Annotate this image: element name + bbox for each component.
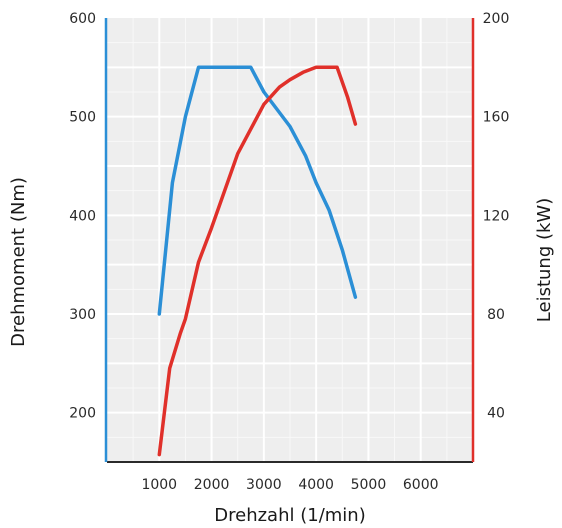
left-y-tick-label: 500 — [69, 110, 96, 126]
right-y-tick-label: 160 — [483, 110, 510, 126]
series-layer — [157, 65, 358, 457]
left-y-tick-label: 400 — [69, 208, 96, 224]
left-y-tick-label: 600 — [69, 11, 96, 27]
right-y-tick-label: 40 — [487, 406, 505, 422]
x-tick-label: 3000 — [246, 477, 282, 493]
x-tick-label: 5000 — [351, 477, 387, 493]
right-y-tick-label: 80 — [487, 307, 505, 323]
x-tick-label: 4000 — [298, 477, 334, 493]
x-tick-label: 6000 — [403, 477, 439, 493]
x-tick-label: 2000 — [194, 477, 230, 493]
torque-series-line — [157, 65, 358, 316]
left-y-tick-label: 200 — [69, 406, 96, 422]
right-y-tick-label: 200 — [483, 11, 510, 27]
right-y-tick-label: 120 — [483, 208, 510, 224]
tick-labels: 1000 2000 3000 4000 5000 6000 200 300 400 500 600 4… — [69, 11, 509, 493]
x-axis-title: Drehzahl (1/min) — [214, 505, 365, 526]
major-grid — [107, 18, 473, 462]
x-tick-label: 1000 — [141, 477, 177, 493]
right-axis-title: Leistung (kW) — [534, 198, 555, 322]
left-axis-title: Drehmoment (Nm) — [8, 177, 29, 347]
left-y-tick-label: 300 — [69, 307, 96, 323]
power-series-line — [157, 65, 358, 457]
